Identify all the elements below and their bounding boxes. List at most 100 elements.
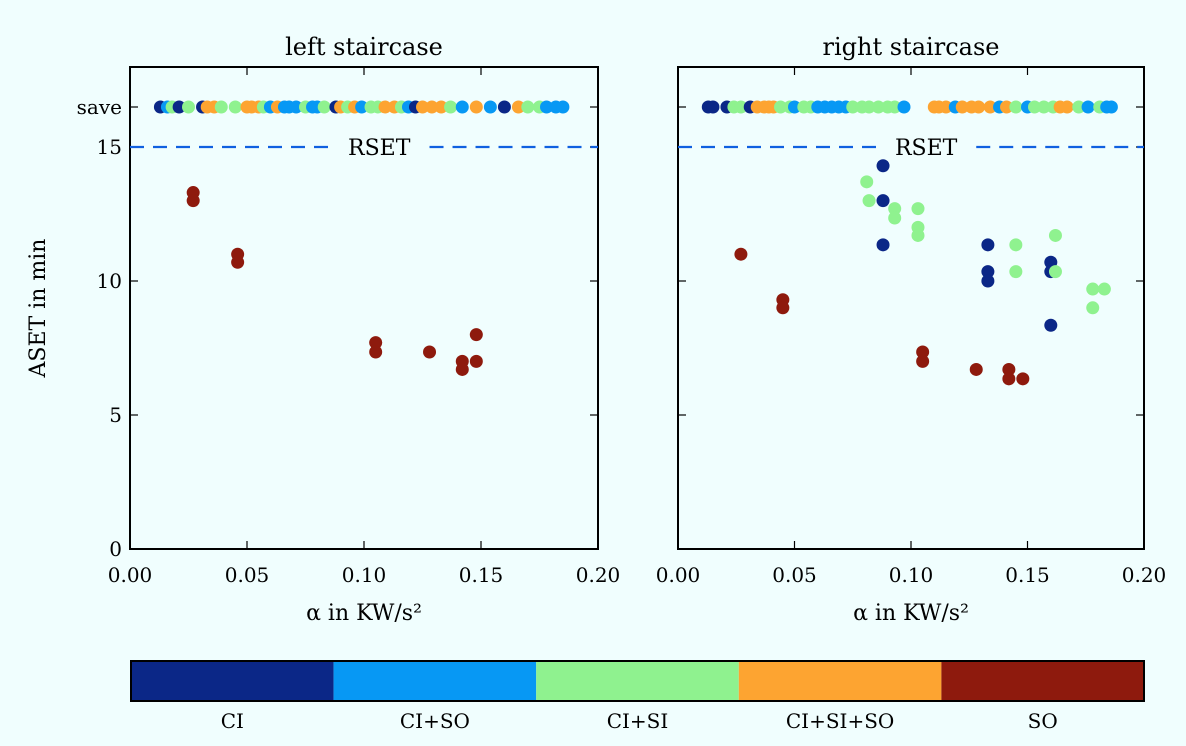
data-point	[876, 194, 890, 208]
save-point	[1072, 100, 1086, 114]
save-point	[483, 100, 497, 114]
data-point	[186, 194, 200, 208]
save-point	[1104, 100, 1118, 114]
data-point	[1016, 372, 1030, 386]
save-point	[214, 100, 228, 114]
save-point	[706, 100, 720, 114]
x-tick-label: 0.00	[656, 563, 701, 587]
rset-label: RSET	[348, 136, 411, 161]
legend-swatch	[738, 661, 942, 701]
legend-swatch	[536, 661, 739, 701]
data-point	[1002, 372, 1016, 386]
save-point	[378, 100, 392, 114]
save-point	[444, 100, 458, 114]
data-point	[916, 354, 930, 368]
x-axis-label: α in KW/s²	[306, 601, 422, 626]
legend-label: CI+SO	[400, 709, 470, 733]
data-point	[455, 362, 469, 376]
data-point	[369, 345, 383, 359]
data-point	[862, 194, 876, 208]
data-point	[1086, 282, 1100, 296]
legend-label: CI+SI	[607, 709, 669, 733]
y-axis-label: ASET in min	[26, 239, 51, 379]
chart-title: right staircase	[823, 33, 1000, 61]
data-point	[981, 265, 995, 279]
rset-label: RSET	[895, 136, 958, 161]
x-tick-label: 0.20	[1122, 563, 1167, 587]
save-point	[972, 100, 986, 114]
data-point	[1048, 265, 1062, 279]
x-tick-label: 0.10	[342, 563, 387, 587]
x-tick-label: 0.05	[225, 563, 270, 587]
data-point	[776, 301, 790, 315]
save-point	[182, 100, 195, 114]
data-point	[1097, 282, 1111, 296]
save-point	[511, 100, 525, 114]
save-point	[939, 100, 953, 114]
data-point	[734, 247, 748, 261]
y-tick-label: 0	[109, 537, 122, 561]
data-point	[916, 345, 930, 359]
data-point	[888, 202, 902, 216]
save-point	[1000, 100, 1014, 114]
save-point	[425, 100, 439, 114]
data-point	[888, 211, 902, 225]
save-point	[897, 100, 911, 114]
x-tick-label: 0.20	[576, 563, 621, 587]
data-point	[469, 328, 483, 342]
save-point	[1027, 100, 1041, 114]
save-point	[540, 100, 554, 114]
data-point	[1002, 362, 1016, 376]
x-axis-label: α in KW/s²	[853, 601, 969, 626]
legend-swatch	[333, 661, 537, 701]
data-point	[1009, 265, 1023, 279]
legend-label: CI+SI+SO	[786, 709, 894, 733]
save-point	[172, 100, 186, 114]
data-point	[1048, 228, 1062, 242]
data-point	[1009, 238, 1023, 252]
legend-label: CI	[221, 709, 244, 733]
save-point	[556, 100, 570, 114]
save-point	[871, 100, 885, 114]
save-point	[862, 100, 876, 114]
y-tick-label: save	[77, 95, 122, 119]
data-point	[860, 175, 874, 189]
save-point	[846, 100, 860, 114]
save-point	[434, 100, 448, 114]
save-point	[1037, 100, 1051, 114]
save-point	[774, 100, 788, 114]
x-tick-label: 0.05	[772, 563, 817, 587]
data-point	[469, 354, 483, 368]
chart-title: left staircase	[285, 33, 443, 61]
save-point	[788, 100, 801, 114]
legend-swatch	[131, 661, 334, 701]
data-point	[369, 336, 383, 350]
save-point	[888, 100, 902, 114]
x-tick-label: 0.00	[108, 563, 153, 587]
data-point	[911, 228, 925, 242]
legend-label: SO	[1028, 709, 1058, 733]
data-point	[981, 238, 995, 252]
save-point	[455, 100, 469, 114]
data-point	[1086, 301, 1100, 315]
save-point	[289, 100, 303, 114]
save-point	[734, 100, 748, 114]
save-point	[416, 100, 429, 114]
y-tick-label: 15	[97, 135, 122, 159]
save-point	[1009, 100, 1023, 114]
data-point	[981, 274, 995, 288]
save-point	[497, 100, 511, 114]
save-point	[1060, 100, 1074, 114]
data-point	[876, 159, 890, 173]
data-point	[911, 202, 925, 216]
y-tick-label: 5	[109, 403, 122, 427]
x-tick-label: 0.10	[889, 563, 934, 587]
save-point	[228, 100, 242, 114]
data-point	[231, 255, 245, 269]
colorbar-frame	[130, 660, 1145, 702]
y-tick-label: 10	[97, 269, 122, 293]
save-point	[983, 100, 997, 114]
save-point	[521, 100, 535, 114]
save-point	[317, 100, 331, 114]
